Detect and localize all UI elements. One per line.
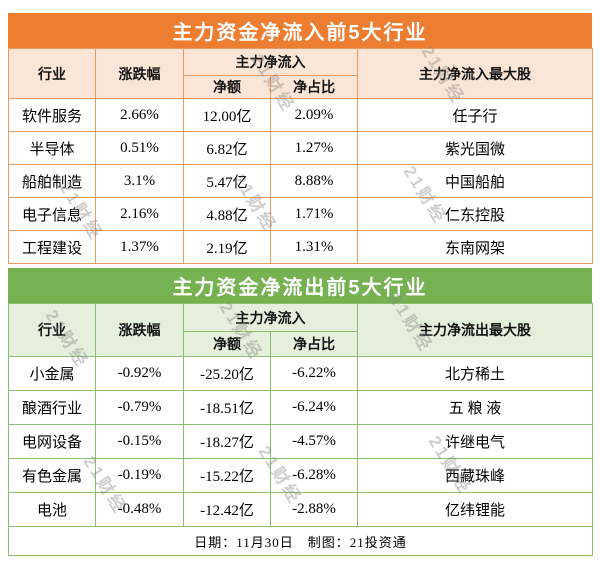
- cell-change: 2.16%: [95, 197, 184, 231]
- col-header-change: 涨跌幅: [95, 48, 184, 99]
- cell-industry: 电池: [8, 492, 96, 527]
- cell-net-ratio: -4.57%: [270, 424, 358, 459]
- cell-top-stock: 许继电气: [357, 424, 593, 459]
- cell-net-ratio: 8.88%: [270, 164, 358, 198]
- cell-top-stock: 北方稀土: [357, 356, 593, 391]
- cell-net-amount: 5.47亿: [183, 164, 271, 198]
- cell-net-ratio: -6.24%: [270, 390, 358, 425]
- col-header-net-amount: 净额: [183, 75, 271, 99]
- cell-top-stock: 仁东控股: [357, 197, 593, 231]
- col-header-change: 涨跌幅: [95, 303, 184, 357]
- table-row: 电网设备 -0.15% -18.27亿 -4.57% 许继电气: [8, 424, 593, 459]
- cell-industry: 有色金属: [8, 458, 96, 493]
- cell-net-ratio: 1.71%: [270, 197, 358, 231]
- inflow-section: 主力资金净流入前5大行业 行业 涨跌幅 主力净流入 主力净流入最大股 净额 净占…: [8, 13, 593, 264]
- cell-net-amount: 6.82亿: [183, 131, 271, 165]
- table-row: 电子信息 2.16% 4.88亿 1.71% 仁东控股: [8, 197, 593, 231]
- footer-row: 日期：11月30日 制图：21投资通: [8, 526, 593, 556]
- cell-top-stock: 紫光国微: [357, 131, 593, 165]
- cell-top-stock: 西藏珠峰: [357, 458, 593, 493]
- cell-net-ratio: -6.22%: [270, 356, 358, 391]
- table-row: 酿酒行业 -0.79% -18.51亿 -6.24% 五 粮 液: [8, 390, 593, 425]
- cell-industry: 半导体: [8, 131, 96, 165]
- cell-top-stock: 亿纬锂能: [357, 492, 593, 527]
- cell-industry: 船舶制造: [8, 164, 96, 198]
- cell-change: -0.15%: [95, 424, 184, 459]
- cell-change: 1.37%: [95, 230, 184, 264]
- col-header-net-ratio: 净占比: [270, 75, 358, 99]
- cell-net-amount: -18.51亿: [183, 390, 271, 425]
- table-row: 有色金属 -0.19% -15.22亿 -6.28% 西藏珠峰: [8, 458, 593, 493]
- inflow-title-banner: 主力资金净流入前5大行业: [8, 13, 592, 48]
- cell-top-stock: 五 粮 液: [357, 390, 593, 425]
- cell-net-amount: 12.00亿: [183, 98, 271, 132]
- cell-net-ratio: 1.27%: [270, 131, 358, 165]
- table-row: 小金属 -0.92% -25.20亿 -6.22% 北方稀土: [8, 356, 593, 391]
- col-header-net-amount: 净额: [183, 331, 271, 357]
- table-row: 半导体 0.51% 6.82亿 1.27% 紫光国微: [8, 131, 593, 165]
- cell-change: -0.48%: [95, 492, 184, 527]
- cell-industry: 电网设备: [8, 424, 96, 459]
- inflow-table: 行业 涨跌幅 主力净流入 主力净流入最大股 净额 净占比 软件服务 2.66% …: [8, 48, 593, 264]
- cell-net-amount: -18.27亿: [183, 424, 271, 459]
- outflow-header-row-2: 净额 净占比: [9, 331, 593, 357]
- col-header-industry: 行业: [8, 48, 96, 99]
- outflow-section: 主力资金净流出前5大行业 行业 涨跌幅 主力净流入 主力净流出最大股 净额 净占…: [8, 268, 593, 556]
- col-header-main-net-inflow: 主力净流入: [183, 48, 358, 76]
- outflow-title-banner: 主力资金净流出前5大行业: [8, 268, 592, 303]
- cell-industry: 酿酒行业: [8, 390, 96, 425]
- cell-net-amount: -12.42亿: [183, 492, 271, 527]
- table-row: 软件服务 2.66% 12.00亿 2.09% 任子行: [8, 98, 593, 132]
- col-header-top-stock: 主力净流入最大股: [357, 48, 593, 99]
- cell-net-ratio: -6.28%: [270, 458, 358, 493]
- table-row: 工程建设 1.37% 2.19亿 1.31% 东南网架: [8, 230, 593, 264]
- cell-net-amount: 2.19亿: [183, 230, 271, 264]
- cell-change: -0.19%: [95, 458, 184, 493]
- cell-net-amount: -25.20亿: [183, 356, 271, 391]
- cell-industry: 电子信息: [8, 197, 96, 231]
- table-row: 船舶制造 3.1% 5.47亿 8.88% 中国船舶: [8, 164, 593, 198]
- cell-industry: 软件服务: [8, 98, 96, 132]
- col-header-main-net-inflow: 主力净流入: [183, 303, 358, 332]
- cell-change: 0.51%: [95, 131, 184, 165]
- cell-net-ratio: 1.31%: [270, 230, 358, 264]
- cell-change: -0.79%: [95, 390, 184, 425]
- cell-industry: 工程建设: [8, 230, 96, 264]
- outflow-table: 行业 涨跌幅 主力净流入 主力净流出最大股 净额 净占比 小金属 -0.92% …: [8, 303, 593, 556]
- col-header-net-ratio: 净占比: [270, 331, 358, 357]
- cell-change: 2.66%: [95, 98, 184, 132]
- col-header-top-stock: 主力净流出最大股: [357, 303, 593, 357]
- cell-top-stock: 中国船舶: [357, 164, 593, 198]
- cell-net-amount: -15.22亿: [183, 458, 271, 493]
- table-row: 电池 -0.48% -12.42亿 -2.88% 亿纬锂能: [8, 492, 593, 527]
- source-caption: 日期：11月30日 制图：21投资通: [8, 526, 593, 556]
- cell-change: 3.1%: [95, 164, 184, 198]
- cell-net-ratio: -2.88%: [270, 492, 358, 527]
- col-header-industry: 行业: [8, 303, 96, 357]
- cell-industry: 小金属: [8, 356, 96, 391]
- cell-top-stock: 任子行: [357, 98, 593, 132]
- cell-top-stock: 东南网架: [357, 230, 593, 264]
- cell-net-amount: 4.88亿: [183, 197, 271, 231]
- cell-net-ratio: 2.09%: [270, 98, 358, 132]
- inflow-header-row-1: 行业 涨跌幅 主力净流入 主力净流入最大股: [8, 48, 593, 99]
- cell-change: -0.92%: [95, 356, 184, 391]
- outflow-header-row-1: 行业 涨跌幅 主力净流入 主力净流出最大股: [8, 303, 593, 357]
